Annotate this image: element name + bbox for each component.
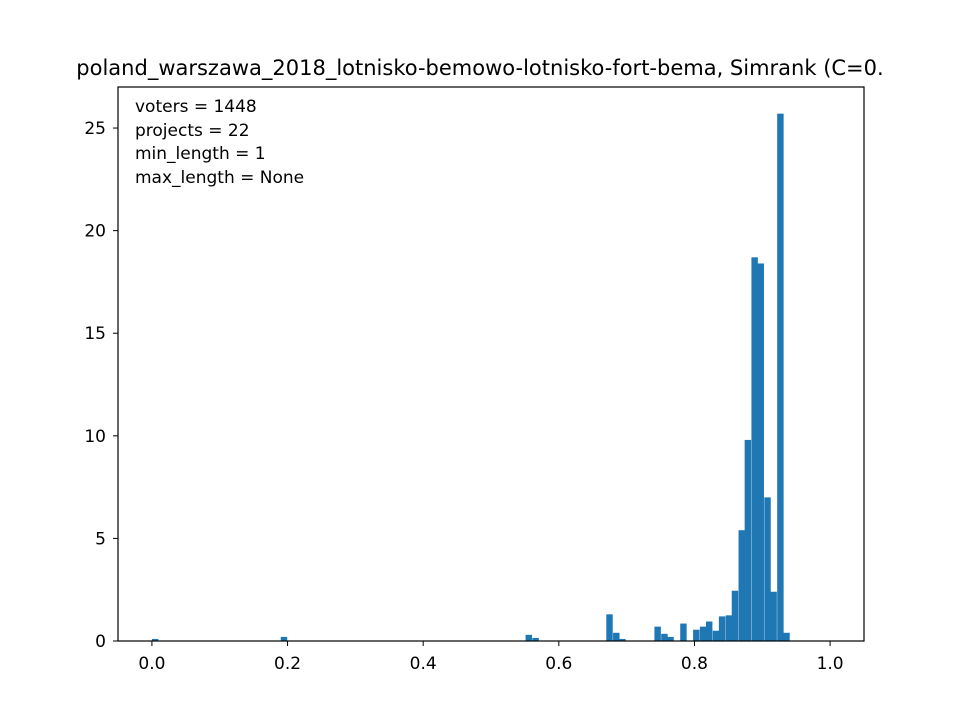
histogram-bar-23 (770, 591, 777, 641)
histogram-bar-24 (777, 113, 784, 642)
annotation-min-length: min_length = 1 (135, 144, 266, 164)
histogram-bar-20 (751, 257, 758, 641)
y-tick-label: 20 (84, 222, 106, 242)
histogram-bar-18 (738, 530, 745, 641)
histogram-bar-19 (744, 439, 752, 641)
histogram-bar-14 (712, 630, 720, 641)
x-tick-label: 0.4 (410, 654, 437, 674)
histogram-bar-9 (667, 636, 674, 641)
histogram-bar-25 (783, 632, 790, 641)
histogram-bar-16 (725, 615, 733, 641)
y-tick-label: 15 (84, 324, 106, 344)
y-tick-label: 10 (84, 427, 106, 447)
annotation-voters: voters = 1448 (135, 97, 257, 117)
stats-annotation: voters = 1448 projects = 22 min_length =… (135, 97, 304, 188)
histogram-bar-6 (619, 638, 626, 641)
histogram-bar-1 (280, 636, 288, 641)
y-tick-label: 0 (95, 632, 106, 652)
chart-title: poland_warszawa_2018_lotnisko-bemowo-lot… (76, 56, 883, 81)
histogram-bar-11 (693, 629, 700, 641)
histogram-bar-2 (525, 634, 533, 641)
plot-frame (117, 86, 865, 642)
histogram-bar-17 (731, 590, 739, 641)
histogram-bar-12 (699, 626, 707, 641)
histogram-bar-4 (606, 614, 613, 641)
histogram-bar-5 (613, 632, 620, 641)
histogram-bar-15 (718, 616, 726, 641)
annotation-max-length: max_length = None (135, 168, 304, 188)
y-tick-label: 5 (95, 529, 106, 549)
x-tick-label: 1.0 (817, 654, 844, 674)
x-axis: 0.0 0.2 0.4 0.6 0.8 1.0 (138, 641, 844, 674)
histogram-bar-10 (680, 623, 687, 641)
y-axis: 0 5 10 15 20 25 (84, 119, 118, 652)
histogram-bar-21 (757, 263, 764, 641)
x-tick-label: 0.2 (274, 654, 301, 674)
bars-layer (151, 113, 790, 642)
histogram-bar-7 (654, 626, 661, 641)
y-tick-label: 25 (84, 119, 106, 139)
histogram-bar-13 (705, 621, 713, 641)
x-tick-label: 0.6 (545, 654, 572, 674)
x-tick-label: 0.8 (681, 654, 708, 674)
annotation-projects: projects = 22 (135, 121, 250, 141)
histogram-bar-0 (151, 638, 159, 641)
histogram-bar-3 (532, 637, 539, 641)
histogram-bar-22 (764, 497, 771, 641)
x-tick-label: 0.0 (138, 654, 165, 674)
histogram-bar-8 (661, 633, 668, 641)
